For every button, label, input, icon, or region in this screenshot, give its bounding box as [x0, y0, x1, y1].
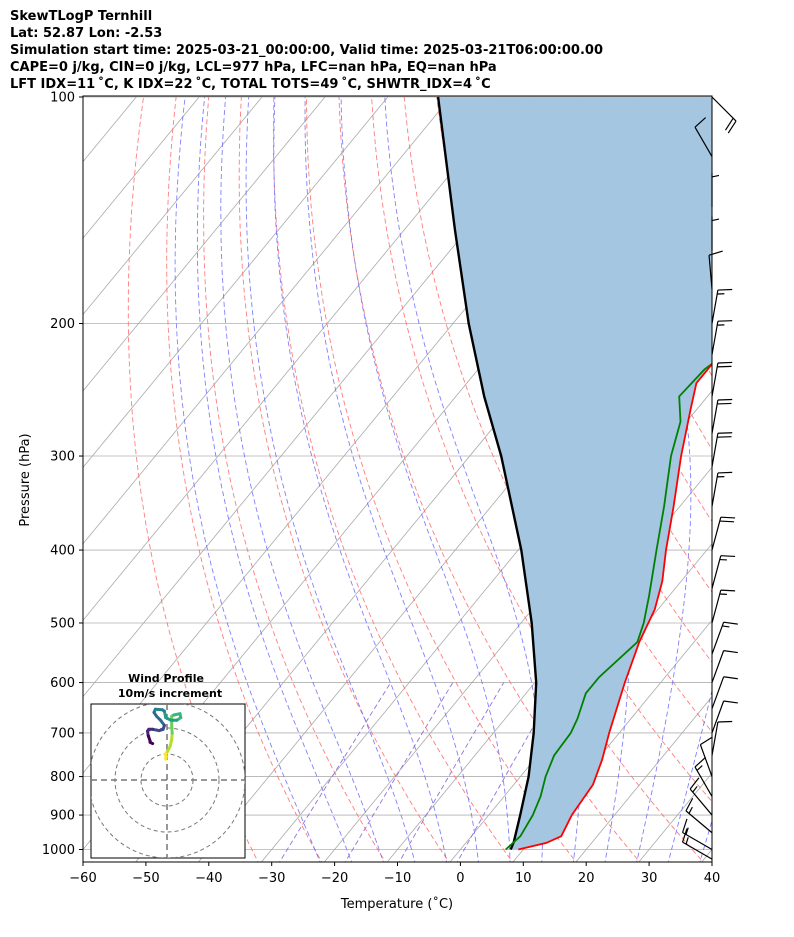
x-tick-label: −30: [258, 871, 285, 886]
wind-barb: [711, 432, 733, 467]
wind-barb: [694, 756, 713, 797]
y-tick-label: 900: [50, 809, 75, 824]
moist-adiabat: [174, 96, 321, 862]
y-tick-label: 600: [50, 676, 75, 691]
wind-barbs: [681, 96, 738, 860]
wind-barb: [711, 471, 733, 507]
wind-barb: [711, 361, 733, 397]
moist-adiabat: [220, 96, 384, 862]
y-tick-label: 200: [50, 317, 75, 332]
x-tick-label: 0: [456, 871, 464, 886]
wind-barb: [711, 700, 738, 734]
wind-barb: [711, 288, 733, 324]
dewpoint-line: [505, 362, 712, 851]
cape-fill: [438, 97, 712, 850]
isotherm-line: [83, 96, 514, 621]
wind-barb: [711, 650, 738, 683]
y-tick-label: 300: [50, 450, 75, 465]
wind-barb: [708, 250, 723, 290]
moist-adiabat: [245, 96, 416, 862]
hodograph-background: [90, 703, 246, 859]
dry-adiabat: [763, 97, 794, 865]
isotherm-line: [83, 96, 263, 316]
chart-header: SkewTLogP Ternhill Lat: 52.87 Lon: -2.53…: [10, 8, 603, 93]
x-tick-label: −40: [195, 871, 222, 886]
wind-barb: [711, 555, 736, 589]
params-line-2: LFT IDX=11 ˚C, K IDX=22 ˚C, TOTAL TOTS=4…: [10, 77, 491, 92]
wind-barb: [711, 96, 737, 134]
x-tick-label: 20: [578, 871, 595, 886]
wind-barb: [711, 676, 738, 709]
wind-barb: [689, 777, 713, 816]
x-tick-label: −10: [384, 871, 411, 886]
wind-barb: [681, 818, 713, 851]
mixing-ratio-line: [398, 682, 505, 862]
wind-barb: [711, 398, 733, 434]
x-tick-label: −60: [69, 871, 96, 886]
dry-adiabat: [166, 96, 323, 862]
y-tick-label: 100: [50, 91, 75, 106]
x-tick-label: −20: [321, 871, 348, 886]
moist-adiabat: [304, 96, 479, 862]
temperature-line: [518, 362, 712, 851]
y-axis-label: Pressure (hPa): [18, 433, 33, 526]
moist-adiabat: [273, 96, 448, 862]
wind-barb: [711, 516, 736, 551]
location-line: Lat: 52.87 Lon: -2.53: [10, 26, 163, 41]
wind-barb: [711, 621, 738, 655]
dry-adiabat: [730, 97, 794, 865]
wind-barb: [711, 720, 733, 756]
hodograph-segment: [148, 740, 155, 746]
wind-barb: [681, 828, 713, 860]
wind-barb: [685, 797, 713, 834]
time-line: Simulation start time: 2025-03-21_00:00:…: [10, 43, 603, 58]
isotherm-line: [83, 96, 326, 392]
hodograph-trace: [146, 707, 183, 761]
y-tick-label: 400: [50, 544, 75, 559]
x-tick-label: 40: [704, 871, 721, 886]
wind-barb: [711, 320, 733, 355]
params-line-1: CAPE=0 j/kg, CIN=0 j/kg, LCL=977 hPa, LF…: [10, 60, 497, 75]
hodograph-inset: Wind Profile 10m/s increment: [90, 672, 246, 859]
y-tick-label: 500: [50, 616, 75, 631]
hodograph-subtitle: 10m/s increment: [118, 687, 222, 700]
x-tick-label: −50: [132, 871, 159, 886]
hodograph-title: Wind Profile: [128, 672, 204, 685]
isotherm-line: [0, 97, 73, 865]
moist-adiabat: [340, 96, 511, 862]
y-tick-label: 1000: [42, 843, 75, 858]
mixing-ratio-line: [344, 682, 454, 862]
isotherm-line: [575, 696, 712, 862]
axis-ticks: −60 −50 −40 −30 −20 −10 0 10 20 30 40 1000 900 800 700…: [42, 91, 720, 887]
mixing-ratio-line: [279, 682, 392, 862]
moist-adiabat: [384, 96, 544, 862]
mixing-ratio-line: [456, 682, 559, 862]
wind-barb: [694, 117, 713, 157]
parcel-profile-line: [436, 96, 538, 850]
profiles: [436, 96, 712, 851]
dry-adiabat: [238, 96, 450, 862]
moist-adiabat: [196, 96, 353, 862]
y-tick-label: 700: [50, 726, 75, 741]
x-tick-label: 10: [515, 871, 532, 886]
isotherm-line: [386, 466, 712, 862]
moist-adiabat: [601, 96, 692, 862]
dry-adiabat: [203, 96, 386, 862]
chart-title: SkewTLogP Ternhill: [10, 9, 153, 24]
x-tick-label: 30: [641, 871, 658, 886]
wind-barb: [711, 216, 720, 251]
isotherm-line: [83, 96, 452, 545]
dry-adiabat: [272, 96, 514, 862]
wind-barb: [711, 589, 736, 624]
x-axis-label: Temperature (˚C): [340, 896, 453, 912]
isotherm-line: [83, 96, 389, 468]
isotherm-line: [512, 619, 712, 862]
dry-adiabat: [338, 96, 641, 862]
wind-barb: [699, 736, 713, 777]
wind-barb: [711, 172, 720, 207]
y-tick-label: 800: [50, 770, 75, 785]
isotherm-line: [83, 96, 200, 239]
cape-cin-fill: [438, 97, 712, 850]
